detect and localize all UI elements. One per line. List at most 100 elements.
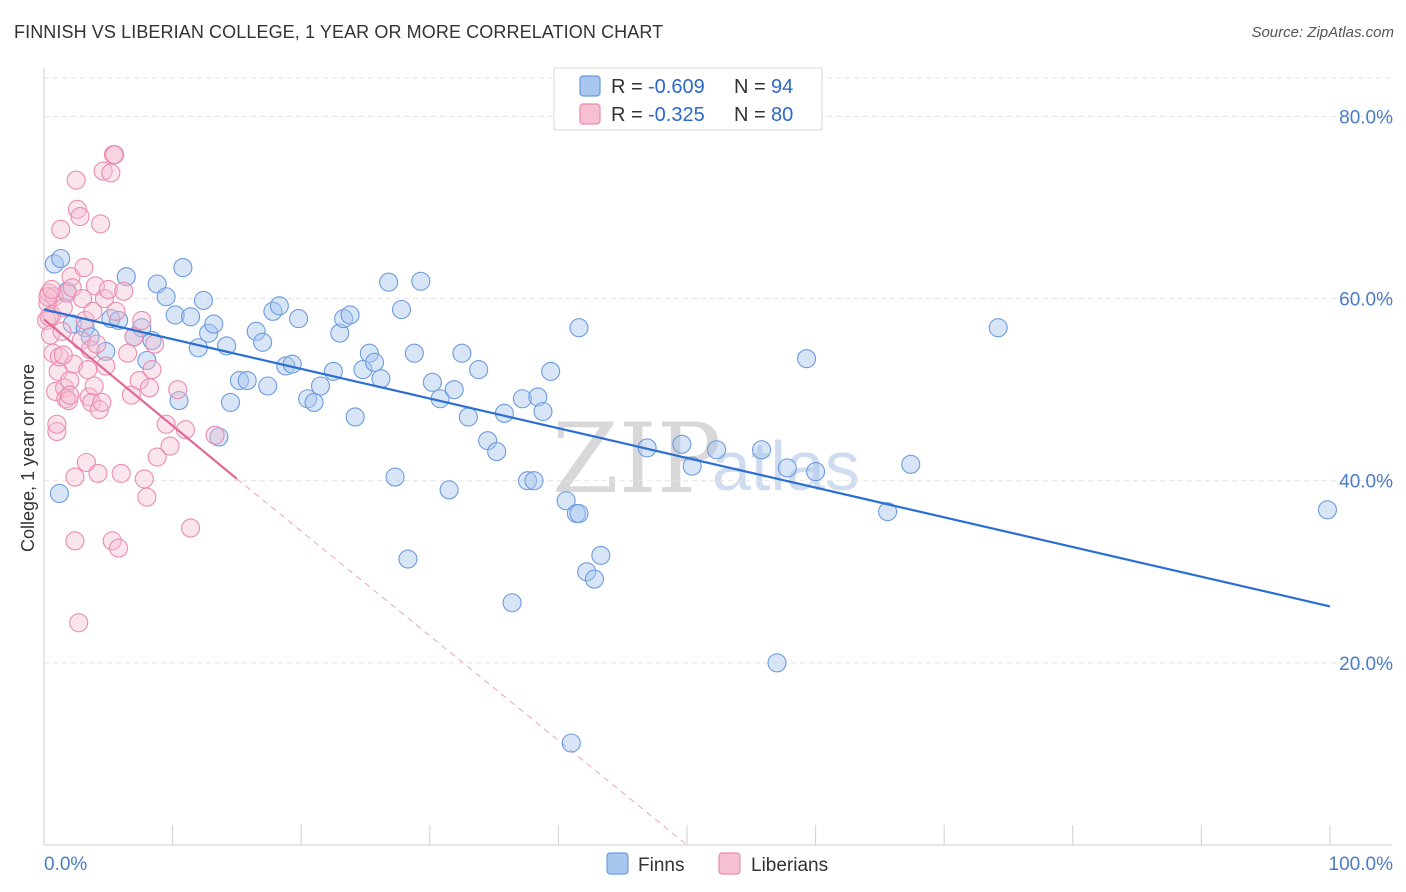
- liberians-point: [78, 360, 98, 380]
- finns-point: [49, 483, 69, 504]
- liberians-point: [60, 370, 80, 391]
- y-tick-label-60: 60.0%: [1339, 290, 1393, 311]
- liberians-point: [73, 289, 93, 309]
- liberians-point: [111, 463, 131, 483]
- finns-point: [298, 389, 318, 409]
- finns-point: [707, 440, 727, 460]
- finns-point: [269, 296, 289, 316]
- liberians-points: [37, 145, 225, 633]
- finns-point: [193, 290, 214, 310]
- finns-point: [533, 401, 553, 422]
- finns-point: [258, 376, 278, 396]
- liberians-point: [88, 463, 108, 483]
- finns-point: [767, 653, 787, 673]
- liberians-point: [67, 199, 87, 219]
- liberians-point: [137, 487, 157, 507]
- liberians-point: [93, 161, 113, 181]
- x-tick-label-max: 100.0%: [1329, 854, 1394, 875]
- finns-point: [364, 352, 385, 372]
- finns-point: [334, 309, 354, 329]
- liberians-point: [101, 163, 121, 183]
- finns-r-value: -0.609: [648, 76, 705, 98]
- liberians-trend-extension: [236, 478, 688, 846]
- finns-point: [556, 491, 576, 511]
- finns-point: [541, 361, 561, 381]
- liberians-point: [42, 279, 62, 300]
- finns-point: [156, 287, 176, 307]
- finns-point: [289, 309, 309, 329]
- liberians-point: [96, 356, 116, 376]
- finns-point: [181, 307, 201, 327]
- finns-point: [353, 360, 373, 380]
- finns-bottom-label: Finns: [638, 855, 684, 876]
- liberians-point: [156, 414, 176, 434]
- finns-point: [469, 360, 489, 380]
- finns-point: [439, 480, 459, 500]
- y-tick-label-20: 20.0%: [1339, 654, 1393, 675]
- finns-r-label: R =: [611, 76, 643, 98]
- finns-point: [752, 440, 772, 460]
- finns-point: [263, 301, 283, 321]
- finns-point: [411, 271, 431, 291]
- liberians-point: [181, 518, 201, 538]
- liberians-point: [105, 145, 125, 165]
- finns-bottom-swatch: [606, 852, 629, 875]
- liberians-n-label: N =: [734, 104, 766, 126]
- liberians-point: [114, 281, 134, 301]
- finns-point: [458, 407, 478, 427]
- finns-point: [173, 258, 193, 278]
- liberians-point: [129, 370, 149, 391]
- finns-point: [304, 392, 324, 412]
- liberians-point: [106, 301, 126, 321]
- liberians-bottom-label: Liberians: [751, 855, 828, 876]
- liberians-point: [87, 334, 107, 354]
- liberians-point: [118, 343, 138, 363]
- chart-title: FINNISH VS LIBERIAN COLLEGE, 1 YEAR OR M…: [14, 22, 664, 42]
- liberians-legend-swatch: [579, 103, 601, 125]
- axes: [43, 68, 1392, 846]
- liberians-point: [109, 538, 129, 558]
- finns-point: [444, 380, 464, 400]
- finns-point: [404, 343, 424, 363]
- finns-legend-swatch: [579, 75, 601, 97]
- liberians-point: [89, 400, 109, 420]
- liberians-point: [51, 219, 71, 239]
- liberians-point: [76, 452, 96, 473]
- finns-point: [422, 372, 442, 392]
- finns-point: [517, 471, 538, 491]
- finns-points: [44, 248, 1337, 753]
- liberians-r-label: R =: [611, 104, 643, 126]
- trend-lines: [236, 478, 688, 846]
- liberians-point: [47, 414, 67, 434]
- finns-point: [199, 323, 219, 343]
- finns-point: [391, 299, 412, 320]
- liberians-point: [74, 258, 94, 278]
- finns-point: [220, 392, 241, 412]
- liberians-point: [52, 321, 72, 341]
- finns-point: [379, 272, 399, 292]
- finns-point: [806, 462, 826, 482]
- finns-point: [487, 442, 507, 462]
- finns-point: [229, 370, 250, 391]
- liberians-point: [84, 376, 104, 396]
- liberians-point: [60, 385, 80, 405]
- finns-point: [116, 267, 136, 287]
- liberians-n-value: 80: [771, 104, 793, 126]
- liberians-point: [160, 436, 180, 456]
- finns-point: [528, 387, 548, 407]
- finns-point: [282, 354, 302, 374]
- finns-point: [246, 321, 266, 341]
- source-label: Source: ZipAtlas.com: [1251, 24, 1394, 41]
- liberians-point: [139, 378, 160, 398]
- finns-n-value: 94: [771, 76, 793, 98]
- finns-point: [797, 349, 817, 369]
- liberians-point: [66, 170, 86, 190]
- finns-point: [901, 454, 921, 474]
- liberians-point: [134, 469, 154, 489]
- finns-point: [340, 305, 360, 325]
- bottom-legend: Finns Liberians: [606, 852, 828, 876]
- finns-point: [398, 549, 418, 569]
- liberians-point: [102, 531, 122, 551]
- liberians-point: [142, 360, 162, 380]
- finns-point: [385, 467, 405, 487]
